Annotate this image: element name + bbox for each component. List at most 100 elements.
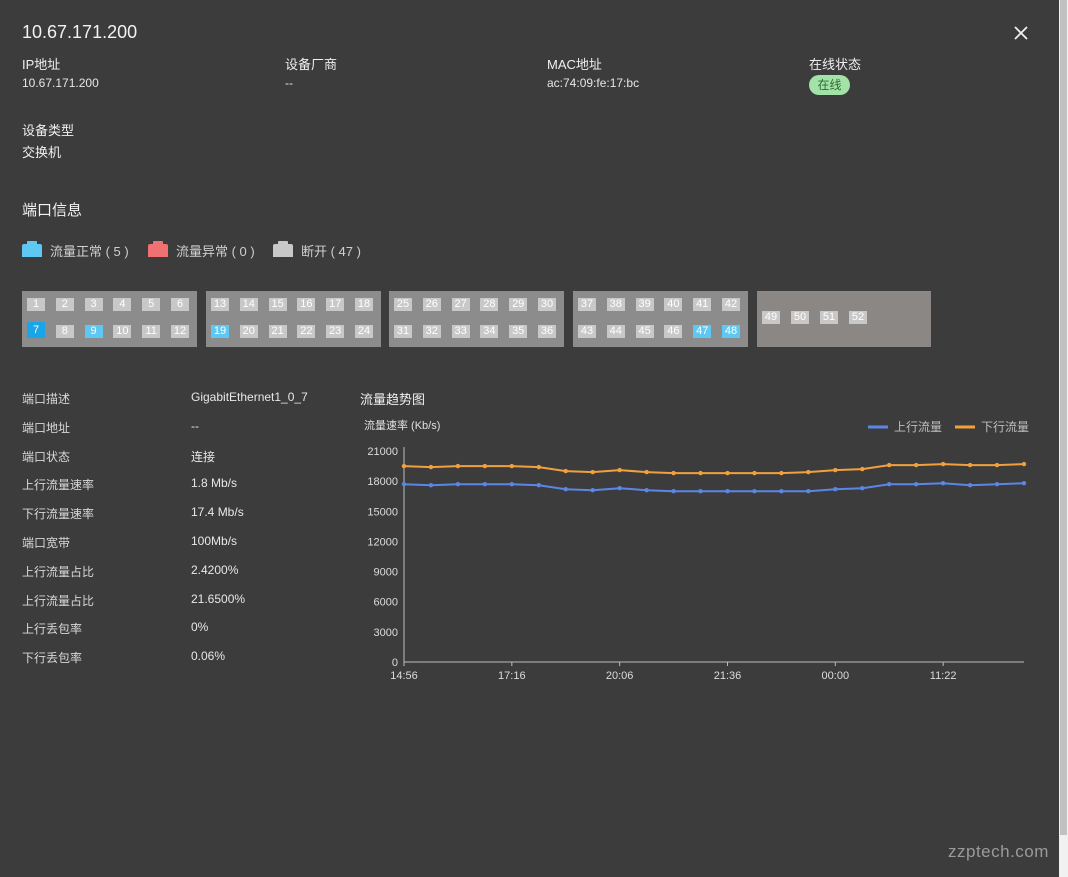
port-44[interactable]: 44 [606, 325, 625, 338]
port-4[interactable]: 4 [113, 298, 132, 311]
port-12[interactable]: 12 [171, 325, 189, 338]
port-29[interactable]: 29 [509, 298, 528, 311]
port-10[interactable]: 10 [113, 325, 132, 338]
port-group-2: 13 14 15 16 17 18 19 20 21 22 23 24 [206, 291, 381, 347]
port-14[interactable]: 14 [239, 298, 258, 311]
port-41[interactable]: 41 [693, 298, 712, 311]
port-52[interactable]: 52 [849, 311, 867, 324]
series-2-point [509, 463, 515, 469]
port-47[interactable]: 47 [693, 325, 712, 338]
port-21[interactable]: 21 [268, 325, 287, 338]
x-tick-label: 11:22 [930, 670, 957, 682]
x-tick-label: 14:56 [390, 670, 418, 682]
close-icon[interactable] [1012, 24, 1030, 42]
chart-title: 流量趋势图 [360, 392, 426, 407]
port-3[interactable]: 3 [84, 298, 103, 311]
watermark: zzptech.com [948, 842, 1049, 861]
series-2-point [644, 469, 649, 475]
port-17[interactable]: 17 [326, 298, 345, 311]
port-7[interactable]: 7 [27, 322, 45, 338]
port-25[interactable]: 25 [394, 298, 412, 311]
legend-label[interactable]: 上行流量 [894, 420, 942, 434]
port-group-5: 49 50 51 52 [757, 291, 931, 347]
vendor-label: 设备厂商 [285, 57, 338, 72]
series-1-point [860, 485, 865, 491]
port-34[interactable]: 34 [480, 325, 499, 338]
series-1-point [806, 488, 811, 494]
port-8[interactable]: 8 [55, 325, 74, 338]
detail-label: 上行流量速率 [22, 478, 95, 493]
y-tick-label: 21000 [367, 446, 398, 458]
port-31[interactable]: 31 [394, 325, 412, 338]
series-1-point [940, 480, 946, 486]
series-1-point [725, 488, 730, 494]
series-2-point [806, 469, 811, 475]
port-40[interactable]: 40 [664, 298, 683, 311]
series-1-point [671, 488, 676, 494]
port-39[interactable]: 39 [635, 298, 654, 311]
series-1-point [698, 488, 703, 494]
port-6[interactable]: 6 [171, 298, 189, 311]
port-37[interactable]: 37 [578, 298, 596, 311]
port-48[interactable]: 48 [722, 325, 740, 338]
series-1-point [482, 481, 488, 487]
series-2-point [563, 468, 568, 474]
port-38[interactable]: 38 [606, 298, 625, 311]
port-33[interactable]: 33 [451, 325, 470, 338]
port-20[interactable]: 20 [239, 325, 258, 338]
scrollbar-thumb[interactable] [1060, 0, 1067, 835]
series-2-point [536, 464, 541, 470]
series-2-point [833, 467, 838, 473]
dialog-title: 10.67.171.200 [22, 22, 138, 42]
port-group-1: 1 2 3 4 5 6 7 8 9 10 11 12 [22, 291, 197, 347]
port-30[interactable]: 30 [538, 298, 556, 311]
detail-value: 21.6500% [191, 591, 246, 606]
port-28[interactable]: 28 [480, 298, 499, 311]
port-11[interactable]: 11 [142, 325, 161, 338]
port-15[interactable]: 15 [268, 298, 287, 311]
port-16[interactable]: 16 [297, 298, 316, 311]
port-32[interactable]: 32 [422, 325, 441, 338]
port-2[interactable]: 2 [55, 298, 74, 311]
mac-label: MAC地址 [547, 57, 602, 72]
series-1-point [913, 481, 919, 487]
legend-disconnected-label: 断开 ( 47 ) [301, 243, 361, 259]
device-type-value: 交换机 [22, 145, 62, 160]
x-tick-label: 20:06 [606, 670, 634, 682]
port-45[interactable]: 45 [635, 325, 654, 338]
series-2-point [779, 470, 784, 476]
vendor-value: -- [285, 76, 293, 90]
port-18[interactable]: 18 [355, 298, 373, 311]
port-49[interactable]: 49 [762, 311, 780, 324]
port-24[interactable]: 24 [355, 325, 373, 338]
port-50[interactable]: 50 [791, 311, 809, 324]
detail-label: 端口宽带 [22, 536, 71, 550]
detail-label: 端口状态 [22, 449, 71, 464]
detail-label: 下行丢包率 [22, 651, 83, 666]
port-13[interactable]: 13 [211, 298, 229, 311]
series-2-point [590, 469, 595, 475]
port-46[interactable]: 46 [664, 325, 683, 338]
port-1[interactable]: 1 [27, 298, 45, 311]
port-35[interactable]: 35 [509, 325, 528, 338]
port-22[interactable]: 22 [297, 325, 316, 338]
series-1-point [994, 481, 1000, 487]
series-2-point [428, 464, 434, 470]
port-42[interactable]: 42 [722, 298, 740, 311]
y-tick-label: 6000 [374, 597, 398, 609]
port-9[interactable]: 9 [84, 325, 103, 338]
scrollbar[interactable] [1059, 0, 1068, 877]
port-27[interactable]: 27 [451, 298, 470, 311]
port-5[interactable]: 5 [142, 298, 161, 311]
port-51[interactable]: 51 [820, 311, 838, 324]
series-line-1 [403, 482, 1025, 493]
port-36[interactable]: 36 [538, 325, 556, 338]
port-23[interactable]: 23 [326, 325, 345, 338]
port-19[interactable]: 19 [211, 325, 229, 338]
series-1-point [617, 485, 622, 491]
series-2-point [752, 470, 757, 476]
series-1-point [401, 481, 407, 487]
port-26[interactable]: 26 [422, 298, 441, 311]
port-43[interactable]: 43 [578, 325, 596, 338]
legend-label[interactable]: 下行流量 [981, 420, 1029, 434]
